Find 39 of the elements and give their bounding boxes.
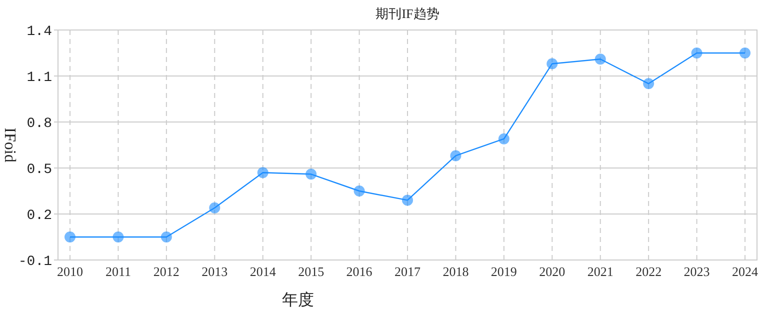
point	[160, 232, 172, 242]
y-tick-label: 1.1	[26, 70, 52, 86]
x-tick-label: 2015	[298, 264, 324, 279]
x-tick-label: 2018	[442, 264, 469, 279]
point	[354, 186, 365, 196]
x-tick-label: 2024	[732, 264, 758, 279]
point	[546, 58, 558, 70]
x-tick-label: 2022	[636, 264, 662, 279]
x-tick-label: 2021	[587, 264, 614, 279]
point	[209, 202, 220, 214]
y-tick-label: 0.8	[26, 116, 52, 132]
point	[450, 150, 462, 162]
point	[643, 78, 654, 90]
x-tick-label: 2012	[153, 264, 180, 279]
chart-title: 期刊IF趋势	[376, 6, 440, 21]
x-tick-label: 2013	[202, 264, 228, 279]
y-tick-label: 1.4	[26, 24, 52, 40]
x-axis-title: 年度	[282, 291, 314, 309]
point	[740, 48, 750, 58]
point	[64, 232, 76, 242]
x-tick-label: 2020	[539, 264, 566, 279]
y-tick-label: -0.1	[18, 254, 52, 270]
x-tick-label: 2016	[346, 264, 373, 279]
point	[594, 54, 606, 65]
x-tick-label: 2017	[394, 264, 421, 279]
x-tick-label: 2010	[57, 264, 83, 279]
y-tick-label: 0.5	[26, 162, 52, 178]
x-tick-label: 2014	[250, 264, 276, 279]
y-tick-label: 0.2	[26, 208, 52, 224]
point	[498, 133, 510, 144]
point	[112, 232, 124, 242]
y-axis-title: IFoid	[1, 128, 18, 162]
point	[257, 167, 268, 178]
x-tick-label: 2019	[490, 264, 517, 279]
x-tick-label: 2011	[105, 264, 131, 279]
point	[402, 194, 413, 206]
point	[306, 168, 317, 180]
x-tick-label: 2023	[684, 264, 710, 279]
point	[691, 48, 702, 58]
